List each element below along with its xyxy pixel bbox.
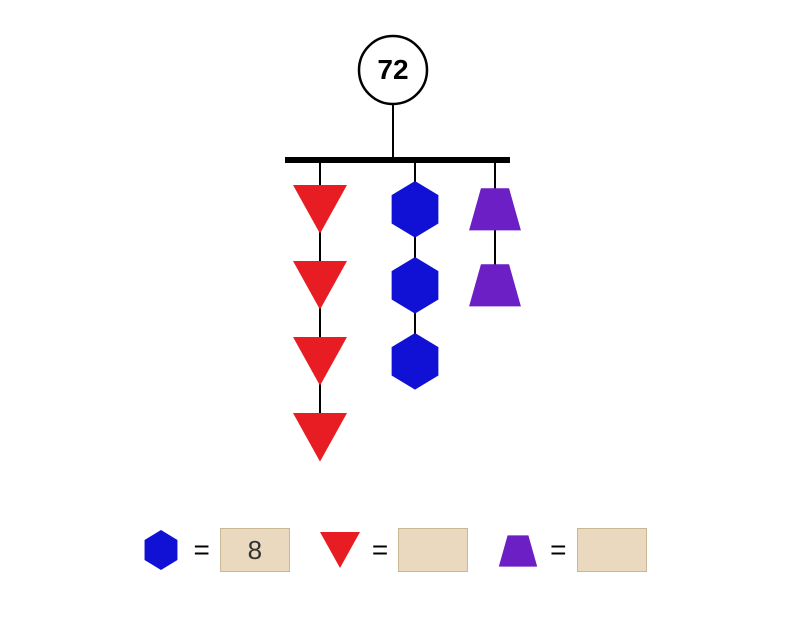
triangle-icon xyxy=(293,261,347,310)
legend-row: = 8 = = xyxy=(0,520,786,580)
triangle-icon xyxy=(293,413,347,462)
hexagon-icon xyxy=(392,181,439,238)
equals-sign: = xyxy=(193,534,209,566)
triangle-value-input[interactable] xyxy=(398,528,468,572)
trapezoid-icon xyxy=(496,530,540,570)
total-value: 72 xyxy=(377,54,408,85)
mobile-svg: 72 xyxy=(0,0,786,500)
trapezoid-icon xyxy=(469,264,521,306)
triangle-icon xyxy=(293,337,347,386)
balance-mobile: 72 xyxy=(0,0,786,500)
hexagon-icon xyxy=(139,530,183,570)
hexagon-icon xyxy=(392,333,439,390)
triangle-icon xyxy=(293,185,347,234)
legend-item-hexagon: = 8 xyxy=(139,528,289,572)
hexagon-value-input[interactable]: 8 xyxy=(220,528,290,572)
trapezoid-value-input[interactable] xyxy=(577,528,647,572)
hexagon-icon xyxy=(392,257,439,314)
equals-sign: = xyxy=(550,534,566,566)
trapezoid-icon xyxy=(469,188,521,230)
equals-sign: = xyxy=(372,534,388,566)
legend-item-triangle: = xyxy=(318,528,468,572)
hexagon-value: 8 xyxy=(248,535,262,566)
legend-item-trapezoid: = xyxy=(496,528,646,572)
triangle-icon xyxy=(318,530,362,570)
